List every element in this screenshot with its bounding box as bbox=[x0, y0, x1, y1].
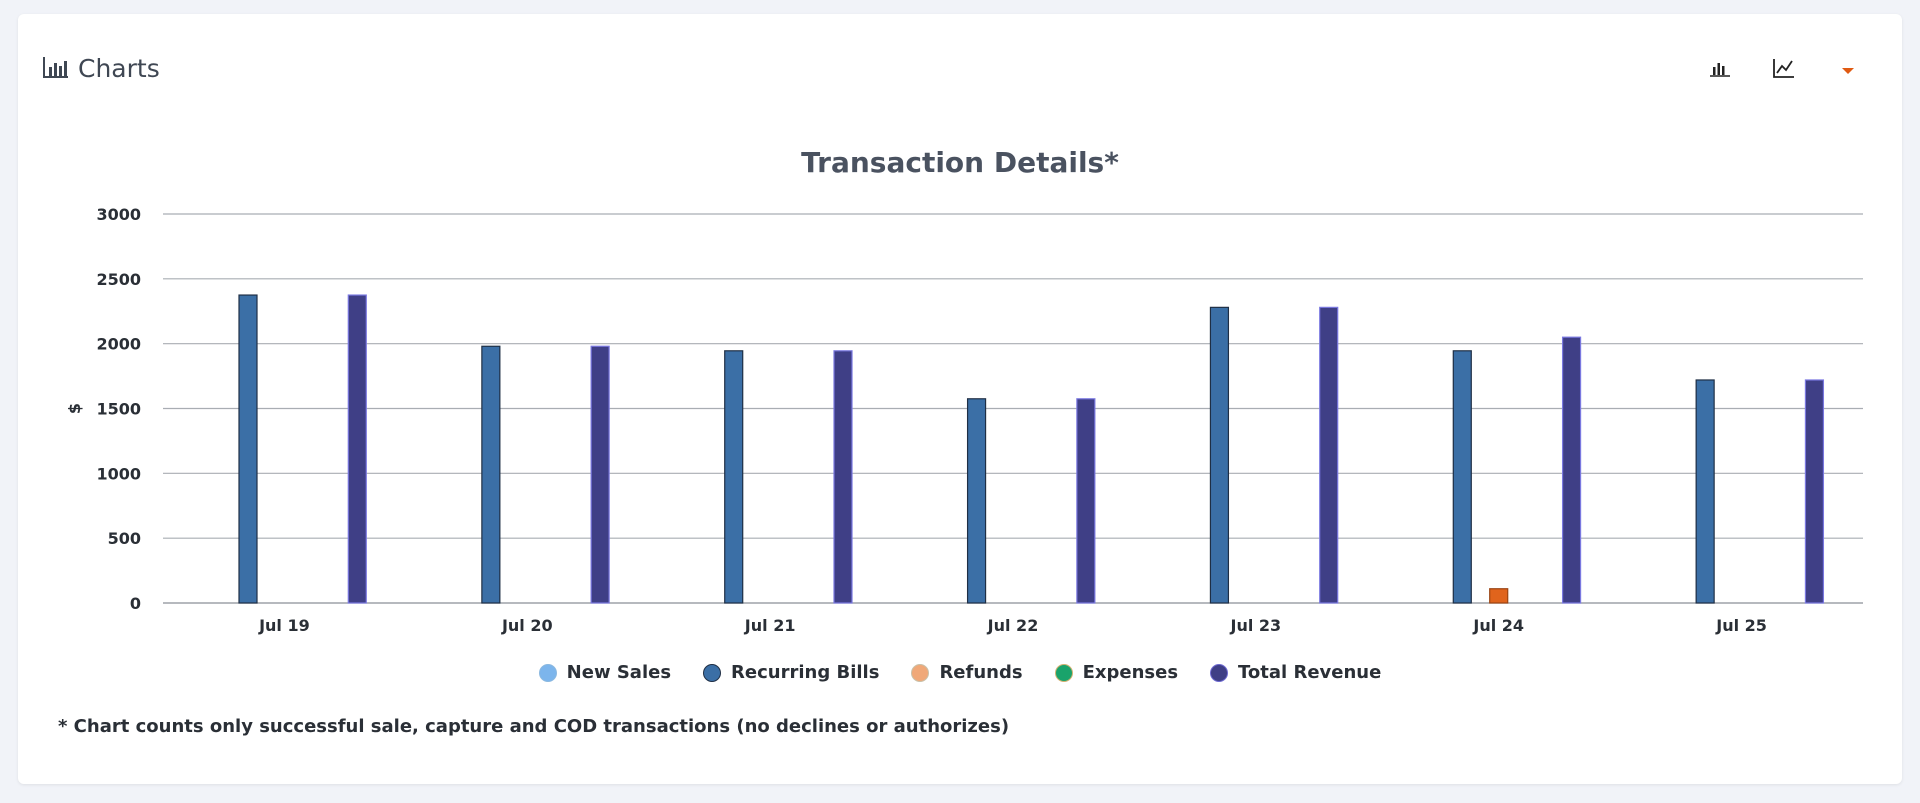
x-axis-ticks: Jul 19 Jul 20 Jul 21 Jul 22 Jul 23 Jul 24 Jul … bbox=[258, 616, 1767, 635]
bar-recurring-bills[interactable] bbox=[1452, 350, 1472, 604]
legend-item-recurring-bills[interactable]: Recurring Bills bbox=[703, 662, 879, 683]
bar-recurring-bills[interactable] bbox=[724, 350, 744, 604]
x-tick-label: Jul 21 bbox=[744, 616, 796, 635]
legend-label: Refunds bbox=[939, 662, 1023, 683]
bar-chart-toggle-button[interactable] bbox=[1698, 52, 1742, 88]
y-axis-ticks: 0 500 1000 1500 2000 2500 3000 bbox=[96, 205, 141, 613]
y-axis-label: $ bbox=[65, 403, 84, 414]
legend-label: Expenses bbox=[1082, 662, 1179, 683]
card-title: Charts bbox=[78, 54, 160, 83]
y-tick-label: 2000 bbox=[96, 335, 141, 354]
chart-legend: New Sales Recurring Bills Refunds Expenses T… bbox=[18, 662, 1902, 683]
bar-total-revenue[interactable] bbox=[590, 345, 610, 604]
legend-marker-icon bbox=[703, 663, 722, 682]
legend-marker-icon bbox=[1210, 663, 1229, 682]
y-tick-label: 2500 bbox=[96, 270, 141, 289]
x-tick-label: Jul 23 bbox=[1230, 616, 1282, 635]
line-chart-icon bbox=[1772, 57, 1796, 83]
caret-down-icon bbox=[1841, 61, 1855, 80]
charts-card: Charts bbox=[18, 14, 1902, 784]
chart-bars bbox=[238, 294, 1825, 604]
y-tick-label: 1000 bbox=[96, 464, 141, 483]
legend-item-total-revenue[interactable]: Total Revenue bbox=[1210, 662, 1381, 683]
bar-chart-icon bbox=[42, 55, 70, 83]
legend-marker-icon bbox=[1054, 663, 1073, 682]
bar-total-revenue[interactable] bbox=[1804, 379, 1825, 604]
chart-options-dropdown[interactable] bbox=[1826, 52, 1870, 88]
bar-total-revenue[interactable] bbox=[1561, 336, 1582, 604]
bar-recurring-bills[interactable] bbox=[966, 398, 987, 604]
bar-total-revenue[interactable] bbox=[1076, 398, 1096, 604]
x-tick-label: Jul 25 bbox=[1715, 616, 1767, 635]
legend-label: Recurring Bills bbox=[731, 662, 880, 683]
x-tick-label: Jul 24 bbox=[1472, 616, 1524, 635]
chart-footnote: * Chart counts only successful sale, cap… bbox=[58, 716, 1010, 737]
bar-refunds[interactable] bbox=[1489, 588, 1509, 604]
legend-label: New Sales bbox=[566, 662, 672, 683]
chart-grid bbox=[163, 213, 1863, 604]
bar-total-revenue[interactable] bbox=[833, 350, 853, 604]
bar-recurring-bills[interactable] bbox=[481, 345, 501, 604]
chart-toolbar bbox=[1678, 52, 1870, 88]
y-tick-label: 0 bbox=[130, 594, 141, 613]
y-tick-label: 3000 bbox=[96, 205, 141, 224]
legend-marker-icon bbox=[538, 663, 557, 682]
y-tick-label: 1500 bbox=[96, 400, 141, 419]
x-tick-label: Jul 22 bbox=[987, 616, 1039, 635]
y-tick-label: 500 bbox=[108, 529, 141, 548]
bar-recurring-bills[interactable] bbox=[238, 294, 258, 604]
line-chart-toggle-button[interactable] bbox=[1762, 52, 1806, 88]
x-tick-label: Jul 20 bbox=[501, 616, 553, 635]
legend-item-new-sales[interactable]: New Sales bbox=[538, 662, 672, 683]
bar-total-revenue[interactable] bbox=[1319, 306, 1339, 604]
bar-recurring-bills[interactable] bbox=[1209, 306, 1230, 604]
transaction-chart: Transaction Details* 0 500 1000 1500 2000 250… bbox=[65, 146, 1863, 635]
legend-marker-icon bbox=[911, 663, 930, 682]
legend-item-refunds[interactable]: Refunds bbox=[911, 662, 1023, 683]
bar-total-revenue[interactable] bbox=[347, 294, 367, 604]
legend-label: Total Revenue bbox=[1238, 662, 1382, 683]
card-header: Charts bbox=[42, 54, 160, 83]
legend-item-expenses[interactable]: Expenses bbox=[1054, 662, 1179, 683]
bar-recurring-bills[interactable] bbox=[1695, 379, 1715, 604]
bar-chart-icon bbox=[1709, 58, 1731, 82]
x-tick-label: Jul 19 bbox=[258, 616, 310, 635]
chart-title: Transaction Details* bbox=[801, 146, 1119, 179]
